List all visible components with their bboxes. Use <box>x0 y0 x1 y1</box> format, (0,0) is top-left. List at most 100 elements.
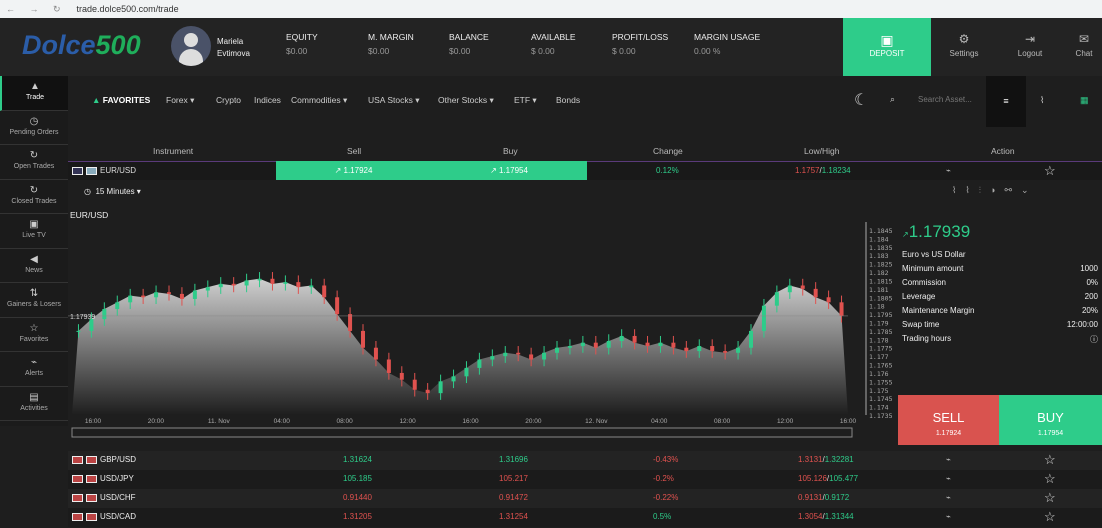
sell-price[interactable]: ↗ 1.17924 <box>334 166 373 175</box>
address-bar[interactable]: trade.dolce500.com/trade <box>76 4 179 14</box>
x-tick-label: 16:00 <box>85 418 102 425</box>
candle <box>231 283 236 286</box>
chart-action-icon[interactable]: ⌁ <box>946 166 951 175</box>
y-tick-label: 1.1845 <box>869 227 893 235</box>
sidebar-icon: ◷ <box>29 115 39 127</box>
favorite-star-icon[interactable]: ☆ <box>1044 471 1056 486</box>
y-tick-label: 1.1765 <box>869 362 893 370</box>
nav-item-2[interactable]: Crypto <box>216 95 242 105</box>
chart-action-icon[interactable]: ⌁ <box>946 474 951 483</box>
info-row: Leverage 200 <box>902 292 1098 301</box>
x-tick-label: 16:00 <box>462 418 479 425</box>
interval-select[interactable]: ◷ 15 Minutes ▾ <box>84 187 141 196</box>
sidebar-item-3[interactable]: ↻ Closed Trades <box>0 180 68 214</box>
chart-action-icon[interactable]: ⌁ <box>946 512 951 521</box>
candle <box>205 287 210 291</box>
candle <box>555 347 559 353</box>
favorite-star-icon[interactable]: ☆ <box>1044 509 1056 524</box>
sidebar-item-8[interactable]: ⌁ Alerts <box>0 352 68 387</box>
candle <box>813 288 818 298</box>
x-tick-label: 04:00 <box>274 418 291 425</box>
y-tick-label: 1.174 <box>869 404 889 412</box>
sell-price[interactable]: 0.91440 <box>343 493 372 502</box>
sidebar-item-7[interactable]: ☆ Favorites <box>0 318 68 352</box>
candle <box>348 314 353 331</box>
y-tick-label: 1.1795 <box>869 311 893 319</box>
sidebar-item-9[interactable]: ▤ Activities <box>0 387 68 421</box>
chart-tools[interactable]: ⌇⌇⫶◑⚯⌄ <box>952 185 1038 195</box>
sidebar-item-1[interactable]: ◷ Pending Orders <box>0 111 68 145</box>
candle <box>464 367 469 377</box>
x-tick-label: 08:00 <box>714 418 731 425</box>
candle <box>167 292 171 294</box>
candle <box>658 342 663 347</box>
logout-button[interactable]: ⇥ Logout <box>1005 32 1055 58</box>
buy-price[interactable]: ↗ 1.17954 <box>490 166 528 175</box>
settings-button[interactable]: ⚙ Settings <box>939 32 989 58</box>
y-tick-label: 1.1775 <box>869 345 893 353</box>
chat-button[interactable]: ✉ Chat <box>1059 32 1102 58</box>
deposit-button[interactable]: ▣ DEPOSIT <box>843 18 931 76</box>
sidebar-item-5[interactable]: ◀ News <box>0 249 68 283</box>
col-lowhigh: Low/High <box>804 146 840 156</box>
table-row[interactable]: USD/CHF 0.91440 0.91472 -0.22% 0.9131/0.… <box>68 489 1102 508</box>
buy-button[interactable]: BUY 1.17954 <box>999 395 1102 445</box>
list-view-button[interactable]: ≡ <box>986 76 1026 127</box>
sell-price[interactable]: 1.31624 <box>343 455 372 464</box>
chart-view-button[interactable]: ⌇ <box>1040 95 1045 105</box>
avatar[interactable] <box>171 26 211 66</box>
sidebar-item-6[interactable]: ⇅ Gainers & Losers <box>0 283 68 318</box>
browser-nav-icons[interactable]: ← → ↻ <box>6 3 67 14</box>
y-tick-label: 1.1735 <box>869 412 893 420</box>
deposit-label: DEPOSIT <box>869 49 905 58</box>
moon-icon[interactable]: ☾ <box>854 92 869 109</box>
y-tick-label: 1.184 <box>869 235 889 243</box>
x-tick-label: 12:00 <box>399 418 416 425</box>
table-row[interactable]: USD/JPY 105.185 105.217 -0.2% 105.126/10… <box>68 470 1102 489</box>
change-value: 0.5% <box>653 512 672 521</box>
category-nav: ▲ FAVORITES Forex ▾ Crypto Indices Commoditi… <box>68 76 1102 127</box>
info-row: Minimum amount 1000 <box>902 264 1098 273</box>
flag-icon <box>72 493 83 502</box>
sidebar-item-0[interactable]: ▲ Trade <box>0 76 68 111</box>
candle <box>218 283 223 288</box>
candle <box>309 285 314 288</box>
sidebar-item-2[interactable]: ↻ Open Trades <box>0 145 68 180</box>
x-tick-label: 12. Nov <box>585 418 608 425</box>
candlestick-chart[interactable]: 1.179391.18451.1841.18351.1831.18251.182… <box>68 222 898 447</box>
sell-price[interactable]: 105.185 <box>343 474 372 483</box>
candle <box>671 342 676 348</box>
y-tick-label: 1.1835 <box>869 244 893 252</box>
logo[interactable]: Dolce500 <box>22 30 141 60</box>
nav-item-4[interactable]: Commodities ▾ <box>291 95 348 105</box>
favorite-star-icon[interactable]: ☆ <box>1044 452 1056 467</box>
candle <box>128 295 133 303</box>
grid-view-button[interactable]: ▦ <box>1080 95 1089 105</box>
nav-item-8[interactable]: Bonds <box>556 95 581 105</box>
nav-item-7[interactable]: ETF ▾ <box>514 95 537 105</box>
chart-action-icon[interactable]: ⌁ <box>946 493 951 502</box>
nav-item-3[interactable]: Indices <box>254 95 281 105</box>
buy-price[interactable]: 1.31254 <box>499 512 528 521</box>
nav-item-5[interactable]: USA Stocks ▾ <box>368 95 420 105</box>
favorite-star-icon[interactable]: ☆ <box>1044 163 1056 178</box>
col-change: Change <box>653 146 683 156</box>
buy-price[interactable]: 0.91472 <box>499 493 528 502</box>
buy-price[interactable]: 1.31696 <box>499 455 528 464</box>
nav-item-6[interactable]: Other Stocks ▾ <box>438 95 494 105</box>
nav-item-0[interactable]: ▲ FAVORITES <box>92 95 151 105</box>
search-input[interactable]: Search Asset... <box>918 95 972 104</box>
chart-action-icon[interactable]: ⌁ <box>946 455 951 464</box>
table-row[interactable]: USD/CAD 1.31205 1.31254 0.5% 1.3054/1.31… <box>68 508 1102 527</box>
buy-price[interactable]: 105.217 <box>499 474 528 483</box>
sell-price[interactable]: 1.31205 <box>343 512 372 521</box>
sell-button[interactable]: SELL 1.17924 <box>898 395 999 445</box>
sidebar-item-4[interactable]: ▣ Live TV <box>0 214 68 249</box>
us-flag-icon <box>86 166 97 175</box>
favorites-icon: ▲ <box>92 95 103 105</box>
flag-icon <box>86 512 97 521</box>
table-row[interactable]: GBP/USD 1.31624 1.31696 -0.43% 1.3131/1.… <box>68 451 1102 470</box>
favorite-star-icon[interactable]: ☆ <box>1044 490 1056 505</box>
x-tick-label: 20:00 <box>148 418 165 425</box>
nav-item-1[interactable]: Forex ▾ <box>166 95 195 105</box>
